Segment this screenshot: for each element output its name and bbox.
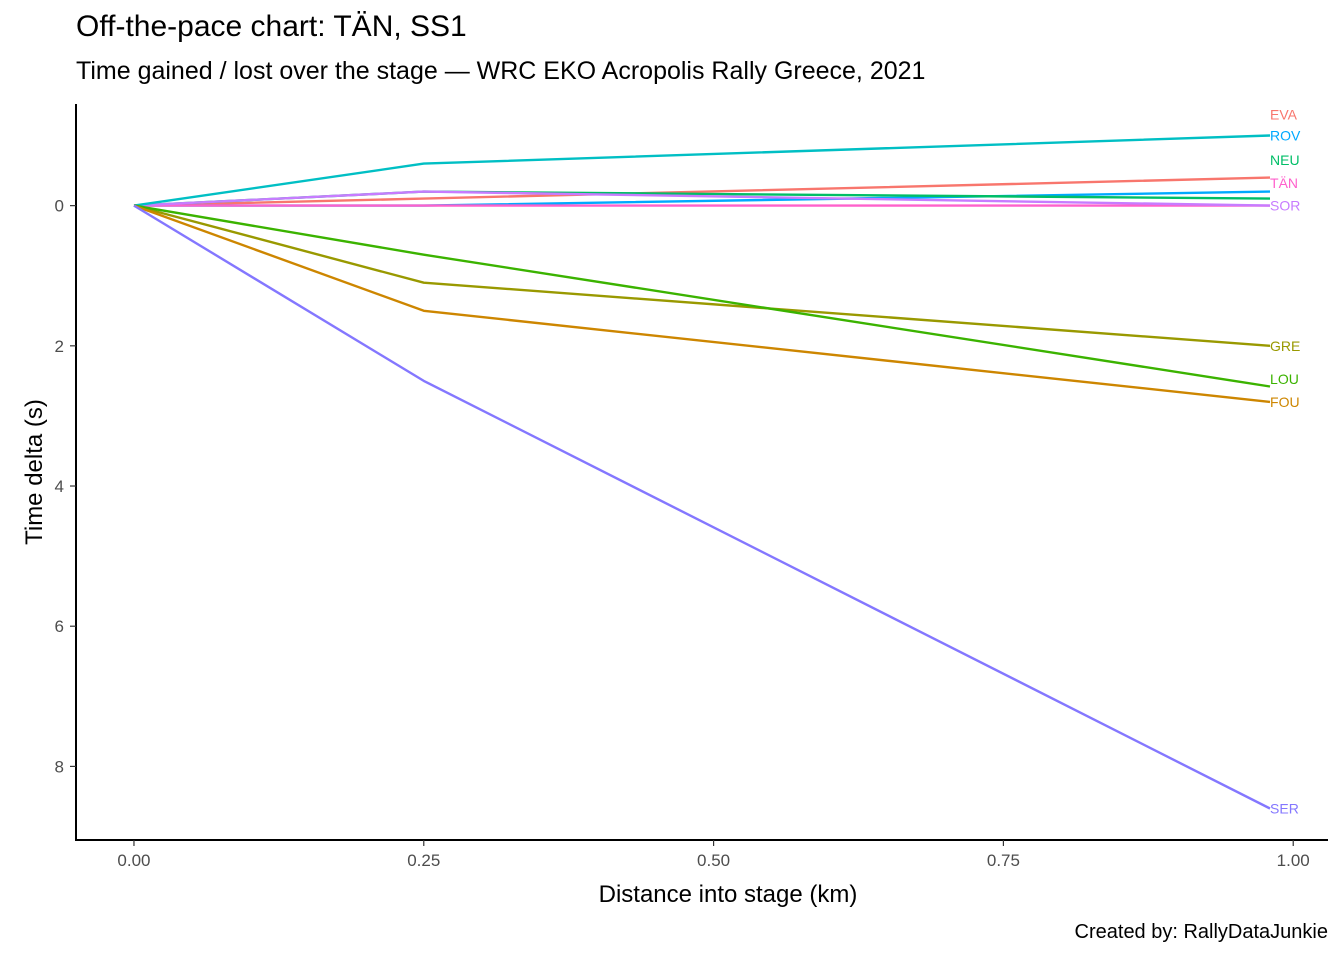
y-tick-label: 0 <box>55 197 64 216</box>
chart-title: Off-the-pace chart: TÄN, SS1 <box>76 10 467 43</box>
series-line-fou <box>133 204 1271 404</box>
x-tick-label: 0.75 <box>987 851 1020 870</box>
y-axis-title: Time delta (s) <box>21 399 48 545</box>
end-label: ROV <box>1270 128 1301 144</box>
series-line-lou <box>133 204 1271 388</box>
end-label: SOR <box>1270 198 1300 214</box>
series-line-unlabeled-5 <box>133 134 1271 207</box>
chart-caption: Created by: RallyDataJunkie <box>1074 921 1328 943</box>
series-line-gre <box>133 204 1271 347</box>
y-tick-label: 4 <box>55 477 64 496</box>
end-label: GRE <box>1270 338 1300 354</box>
series-line-eva <box>133 176 1271 207</box>
end-labels: EVA ROV NEU TÄN SOR GRE LOU FOU SER <box>1270 107 1301 817</box>
end-label: FOU <box>1270 394 1300 410</box>
end-label: LOU <box>1270 371 1299 387</box>
end-label: SER <box>1270 800 1299 816</box>
series-line-ser <box>133 204 1271 810</box>
x-tick-label: 1.00 <box>1277 851 1310 870</box>
x-tick-label: 0.50 <box>697 851 730 870</box>
y-tick-label: 8 <box>55 757 64 776</box>
series-line-sor <box>133 190 1271 207</box>
end-label: NEU <box>1270 152 1300 168</box>
x-tick-label: 0.25 <box>407 851 440 870</box>
end-label: TÄN <box>1270 175 1298 191</box>
x-axis-ticks: 0.00 0.25 0.50 0.75 1.00 <box>117 840 1310 870</box>
series-lines <box>133 134 1271 810</box>
y-axis-ticks: 0 2 4 6 8 <box>55 197 76 776</box>
y-tick-label: 2 <box>55 337 64 356</box>
x-axis-title: Distance into stage (km) <box>599 881 858 908</box>
end-label: EVA <box>1270 107 1298 123</box>
chart-subtitle: Time gained / lost over the stage — WRC … <box>76 57 926 85</box>
y-tick-label: 6 <box>55 617 64 636</box>
x-tick-label: 0.00 <box>117 851 150 870</box>
